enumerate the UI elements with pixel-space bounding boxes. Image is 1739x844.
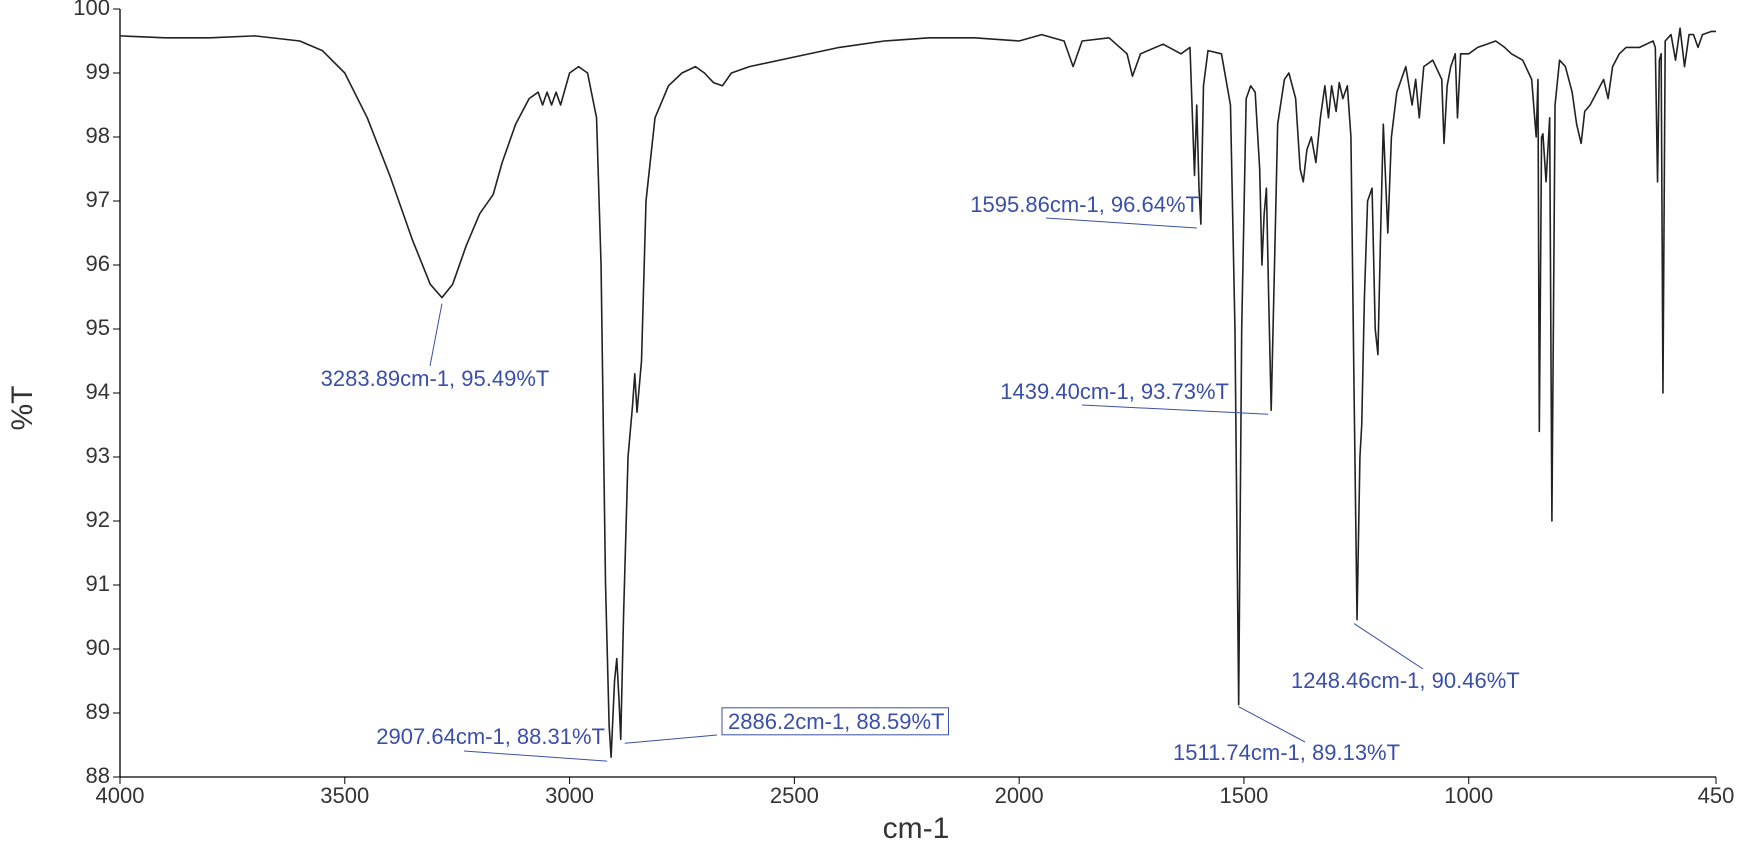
y-tick-label: 95: [86, 315, 110, 340]
annotation-leader: [429, 303, 443, 367]
annotation-leader: [463, 750, 608, 762]
y-tick-label: 94: [86, 379, 110, 404]
y-tick-label: 91: [86, 571, 110, 596]
y-tick-label: 98: [86, 123, 110, 148]
x-tick-label: 1000: [1444, 783, 1493, 808]
annotation-leader: [1081, 404, 1269, 415]
annotation-label: 1248.46cm-1, 90.46%T: [1291, 668, 1520, 693]
x-tick-label: 2000: [995, 783, 1044, 808]
y-tick-label: 99: [86, 59, 110, 84]
y-axis-label: %T: [6, 386, 39, 431]
y-tick-label: 100: [73, 0, 110, 20]
spectrum-line: [119, 27, 1716, 758]
y-tick-label: 93: [86, 443, 110, 468]
annotation-label: 1511.74cm-1, 89.13%T: [1173, 740, 1400, 765]
x-tick-label: 1500: [1219, 783, 1268, 808]
x-tick-label: 4000: [96, 783, 145, 808]
x-tick-label: 3000: [545, 783, 594, 808]
x-tick-label: 3500: [320, 783, 369, 808]
annotation-leader: [1045, 217, 1197, 229]
x-tick-label: 450: [1698, 783, 1735, 808]
y-tick-label: 88: [86, 763, 110, 788]
annotation-label: 3283.89cm-1, 95.49%T: [321, 366, 550, 391]
annotation-label: 2886.2cm-1, 88.59%T: [728, 709, 944, 734]
annotation-leader: [1353, 623, 1424, 670]
annotation-label: 1439.40cm-1, 93.73%T: [1000, 379, 1229, 404]
y-tick-label: 90: [86, 635, 110, 660]
y-tick-label: 96: [86, 251, 110, 276]
x-axis-label: cm-1: [883, 812, 950, 844]
annotation-box: [721, 707, 949, 736]
annotation-leader: [624, 734, 718, 744]
y-tick-label: 92: [86, 507, 110, 532]
annotation-label: 1595.86cm-1, 96.64%T: [970, 192, 1199, 217]
annotation-leader: [1238, 706, 1306, 743]
x-tick-label: 2500: [770, 783, 819, 808]
y-tick-label: 97: [86, 187, 110, 212]
annotation-label: 2907.64cm-1, 88.31%T: [376, 724, 605, 749]
y-tick-label: 89: [86, 699, 110, 724]
